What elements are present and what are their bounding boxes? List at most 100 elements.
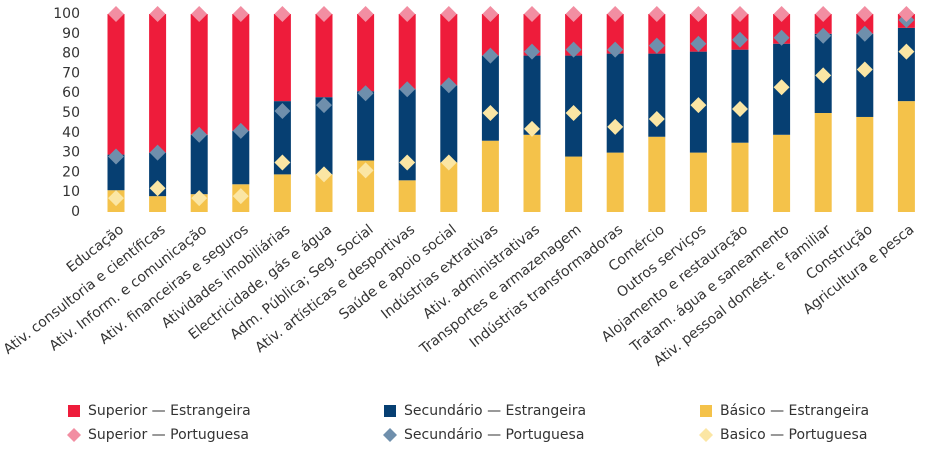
diamond-marker: [815, 6, 832, 22]
bar-segment: [606, 152, 624, 212]
diamond-marker: [815, 27, 832, 44]
y-tick-label: 30: [62, 145, 80, 161]
y-tick-label: 80: [62, 46, 80, 62]
bar-segment: [273, 14, 291, 102]
diamond-marker: [191, 6, 208, 22]
y-tick-label: 0: [71, 204, 80, 220]
diamond-marker: [565, 6, 582, 22]
x-tick-label: Ativ. Inform. e comunicação: [47, 222, 211, 355]
diamond-marker: [524, 43, 540, 60]
diamond-marker: [357, 162, 374, 179]
bar-segment: [315, 174, 333, 212]
y-tick-label: 100: [53, 6, 80, 22]
diamond-marker: [149, 6, 166, 22]
diamond-marker: [565, 105, 582, 121]
diamond-marker: [856, 25, 873, 42]
legend-label: Superior — Portuguesa: [88, 427, 249, 443]
diamond-marker: [274, 6, 291, 22]
bar-segment: [689, 152, 707, 212]
bar-segment: [897, 101, 915, 212]
diamond-marker: [732, 6, 748, 22]
diamond-marker: [191, 126, 208, 143]
y-tick-label: 40: [62, 125, 80, 141]
bar-segment: [107, 154, 125, 191]
bar-segment: [398, 180, 416, 212]
diamond-marker: [690, 6, 707, 22]
bar-segment: [315, 97, 333, 175]
diamond-marker: [108, 148, 124, 165]
legend-swatch: [700, 405, 712, 417]
bar-segment: [398, 89, 416, 181]
diamond-marker: [732, 31, 748, 48]
diamond-marker: [482, 6, 499, 22]
bar-segment: [357, 14, 375, 92]
diamond-marker: [274, 103, 291, 120]
bar-segment: [606, 53, 624, 153]
legend-swatch: [699, 428, 713, 442]
diamond-marker: [524, 120, 540, 137]
y-tick-label: 20: [62, 164, 80, 180]
bar-segment: [190, 14, 208, 135]
diamond-marker: [482, 105, 499, 121]
bar-segment: [565, 14, 583, 56]
diamond-marker: [773, 79, 790, 96]
diamond-marker: [898, 43, 915, 60]
diamond-marker: [316, 6, 332, 22]
diamond-marker: [316, 97, 332, 114]
bar-segment: [398, 14, 416, 90]
diamond-marker: [524, 6, 540, 22]
diamond-marker: [690, 35, 707, 52]
y-tick-label: 90: [62, 26, 80, 42]
diamond-marker: [440, 6, 457, 22]
bar-segment: [232, 14, 250, 131]
bar-segment: [523, 14, 541, 56]
diamond-marker: [149, 144, 166, 161]
y-tick-label: 50: [62, 105, 80, 121]
bar-segment: [440, 162, 458, 212]
bar-segment: [315, 14, 333, 98]
diamond-marker: [399, 154, 416, 171]
bar-segment: [814, 113, 832, 212]
bar-segment: [481, 14, 499, 56]
bar-segment: [648, 136, 666, 212]
diamond-marker: [357, 6, 374, 22]
legend-label: Superior — Estrangeira: [88, 403, 251, 419]
legend-label: Básico — Estrangeira: [720, 403, 869, 419]
diamond-marker: [648, 110, 665, 127]
diamond-marker: [898, 6, 915, 22]
legend-swatch: [384, 405, 396, 417]
diamond-marker: [690, 97, 707, 114]
bar-segment: [357, 91, 375, 161]
diamond-marker: [773, 29, 790, 46]
y-tick-label: 10: [62, 184, 80, 200]
bar-segment: [731, 49, 749, 143]
diamond-marker: [232, 188, 249, 205]
diamond-marker: [149, 180, 166, 197]
legend-swatch: [383, 428, 397, 442]
bar-segment: [606, 14, 624, 54]
bar-segment: [273, 101, 291, 175]
bar-segment: [440, 14, 458, 86]
legend-label: Basico — Portuguesa: [720, 427, 867, 443]
bar-segment: [440, 85, 458, 163]
bar-segment: [565, 156, 583, 212]
diamond-marker: [607, 6, 624, 22]
diamond-marker: [856, 6, 873, 22]
legend-swatch: [67, 428, 81, 442]
diamond-marker: [732, 101, 748, 118]
x-tick-label: Ativ. consultoria e científicas: [1, 222, 169, 358]
bar-segment: [731, 142, 749, 212]
diamond-marker: [648, 6, 665, 22]
diamond-marker: [274, 154, 291, 171]
bar-segment: [481, 140, 499, 212]
bar-segment: [232, 130, 250, 185]
diamond-marker: [440, 154, 457, 171]
bar-segment: [856, 116, 874, 212]
bar-segment: [773, 134, 791, 212]
bar-segment: [149, 14, 167, 153]
bar-segment: [107, 14, 125, 155]
diamond-marker: [607, 41, 624, 58]
diamond-marker: [607, 118, 624, 135]
bar-segment: [897, 27, 915, 102]
